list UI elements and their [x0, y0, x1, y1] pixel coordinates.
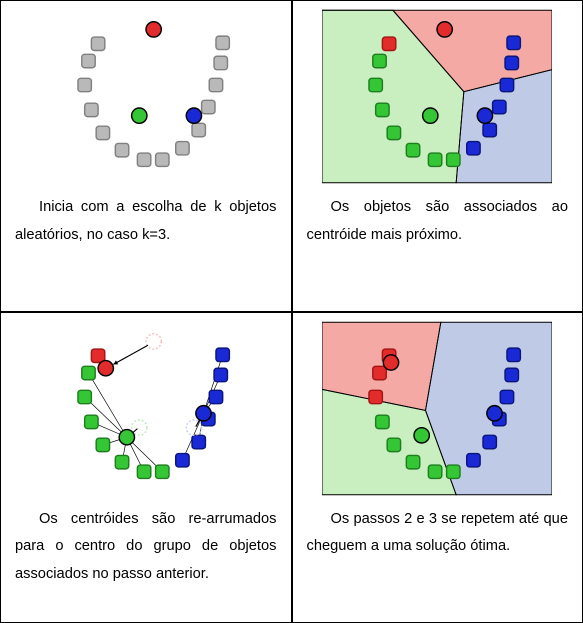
panel-1-figure [15, 9, 277, 184]
panel-4-svg [322, 321, 552, 496]
panel-2-caption: Os objetos são associados ao centróide m… [307, 194, 569, 250]
panel-1-svg [31, 9, 261, 184]
panel-1-caption: Inicia com a escolha de k objetos aleató… [15, 194, 277, 250]
panel-1: Inicia com a escolha de k objetos aleató… [0, 0, 292, 312]
panel-2-svg [322, 9, 552, 184]
panel-3-figure [15, 321, 277, 496]
panel-4: Os passos 2 e 3 se repetem até que chegu… [292, 312, 583, 623]
panel-3: Os centróides são re-arrumados para o ce… [0, 312, 292, 623]
kmeans-grid: Inicia com a escolha de k objetos aleató… [0, 0, 583, 623]
panel-4-caption: Os passos 2 e 3 se repetem até que chegu… [307, 506, 569, 562]
panel-4-figure [307, 321, 569, 496]
panel-2: Os objetos são associados ao centróide m… [292, 0, 583, 312]
panel-2-figure [307, 9, 569, 184]
panel-3-caption: Os centróides são re-arrumados para o ce… [15, 506, 277, 590]
panel-3-svg [31, 321, 261, 496]
